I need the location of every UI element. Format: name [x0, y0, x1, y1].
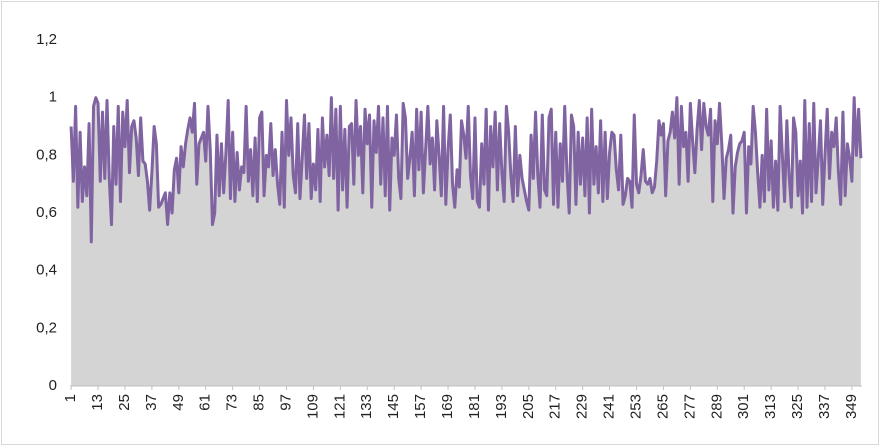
x-tick-label: 73 — [224, 394, 241, 411]
x-tick-label: 49 — [170, 394, 187, 411]
x-tick-label: 157 — [412, 394, 429, 419]
x-tick-label: 265 — [654, 394, 671, 419]
x-tick-label: 97 — [277, 394, 294, 411]
y-tick-label: 0 — [49, 377, 57, 394]
x-tick-label: 349 — [843, 394, 860, 419]
x-tick-label: 301 — [735, 394, 752, 419]
y-tick-label: 0,6 — [36, 204, 57, 221]
x-tick-label: 85 — [251, 394, 268, 411]
x-tick-label: 289 — [708, 394, 725, 419]
x-tick-label: 169 — [439, 394, 456, 419]
y-tick-label: 0,4 — [36, 262, 57, 279]
x-tick-label: 313 — [762, 394, 779, 419]
x-tick-label: 121 — [331, 394, 348, 419]
line — [69, 96, 863, 244]
x-tick-label: 1 — [62, 394, 79, 402]
x-tick-label: 205 — [520, 394, 537, 419]
x-tick-label: 181 — [466, 394, 483, 419]
y-tick-label: 0,8 — [36, 146, 57, 163]
x-tick-label: 109 — [304, 394, 321, 419]
y-tick-label: 0,2 — [36, 319, 57, 336]
x-tick-label: 25 — [116, 394, 133, 411]
x-tick-label: 133 — [358, 394, 375, 419]
x-tick-label: 337 — [816, 394, 833, 419]
x-tick-label: 325 — [789, 394, 806, 419]
x-tick-label: 145 — [385, 394, 402, 419]
x-tick-label: 37 — [143, 394, 160, 411]
x-tick-label: 229 — [574, 394, 591, 419]
x-tick-label: 61 — [197, 394, 214, 411]
x-tick-label: 241 — [601, 394, 618, 419]
y-tick-label: 1 — [49, 89, 57, 106]
x-tick-label: 217 — [547, 394, 564, 419]
x-tick-label: 13 — [89, 394, 106, 411]
y-tick-label: 1,2 — [36, 31, 57, 48]
x-tick-label: 253 — [627, 394, 644, 419]
x-tick-label: 193 — [493, 394, 510, 419]
x-tick-label: 277 — [681, 394, 698, 419]
